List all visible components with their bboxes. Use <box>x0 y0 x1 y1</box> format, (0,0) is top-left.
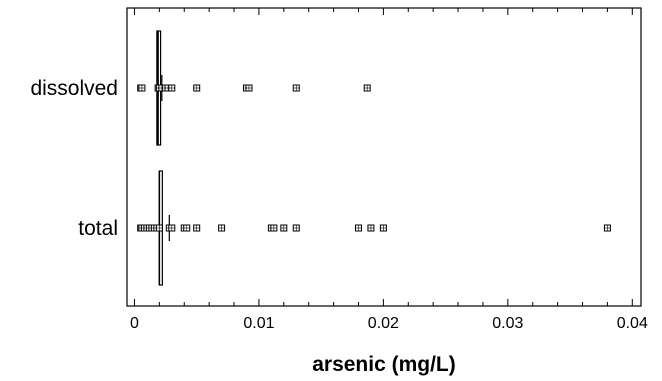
x-tick-label: 0.01 <box>243 315 274 332</box>
x-axis-ticks <box>133 8 633 306</box>
chart-labels: 0 0.01 0.02 0.03 0.04 dissolved total <box>30 77 648 332</box>
plot-frame <box>126 7 642 307</box>
x-tick-label: 0.04 <box>617 315 648 332</box>
category-label: total <box>78 217 118 240</box>
x-tick-label: 0.02 <box>368 315 399 332</box>
x-tick-label: 0.03 <box>492 315 523 332</box>
chart-marks <box>137 30 611 286</box>
category-label: dissolved <box>30 77 118 100</box>
x-axis-title: arsenic (mg/L) <box>312 353 456 376</box>
x-tick-label: 0 <box>130 315 139 332</box>
